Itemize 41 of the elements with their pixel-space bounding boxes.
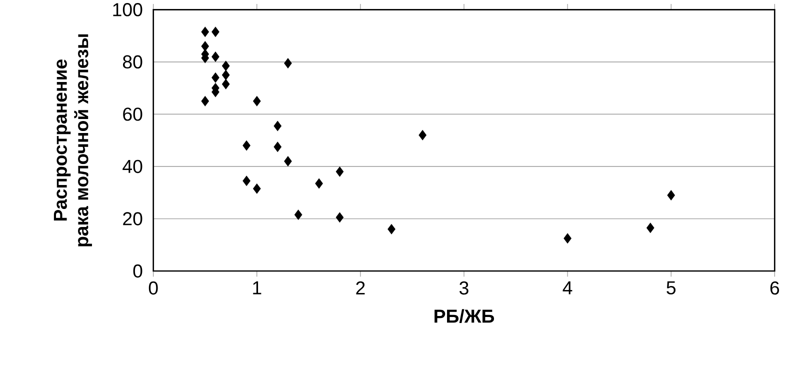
point: [336, 166, 344, 177]
point: [212, 72, 220, 83]
x-tick-label: 4: [562, 281, 572, 294]
point: [284, 156, 292, 166]
x-axis-title: РБ/ЖБ: [434, 309, 494, 323]
point: [201, 41, 209, 52]
y-tick-label: 20: [123, 212, 142, 226]
point: [253, 96, 261, 106]
point: [294, 210, 302, 220]
x-tick-label: 1: [253, 281, 262, 294]
x-tick-label: 0: [148, 281, 158, 295]
point: [336, 212, 344, 222]
y-tick-label: 40: [122, 160, 142, 174]
point: [274, 142, 282, 152]
point: [418, 130, 426, 140]
point: [242, 140, 250, 151]
point: [284, 58, 292, 68]
x-tick-label: 5: [666, 281, 676, 294]
point: [274, 120, 282, 132]
point: [646, 222, 654, 233]
point: [201, 26, 209, 37]
point: [253, 184, 261, 194]
point: [212, 26, 220, 37]
point: [667, 190, 675, 200]
x-tick-label: 2: [356, 281, 365, 294]
y-tick-label: 100: [113, 3, 142, 16]
x-tick-label: 3: [460, 281, 468, 295]
point: [222, 70, 230, 80]
point: [564, 233, 572, 244]
point: [212, 52, 220, 62]
y-axis-title: Распространение рака молочной железы: [54, 34, 92, 246]
x-tick-label: 6: [770, 281, 780, 295]
y-tick-label: 80: [122, 55, 142, 69]
y-tick-label: 0: [133, 264, 142, 278]
point: [222, 60, 230, 71]
point: [315, 178, 323, 189]
point: [222, 79, 230, 90]
point: [388, 224, 396, 234]
point: [201, 96, 209, 106]
y-tick-label: 60: [123, 108, 142, 121]
point: [242, 176, 250, 186]
